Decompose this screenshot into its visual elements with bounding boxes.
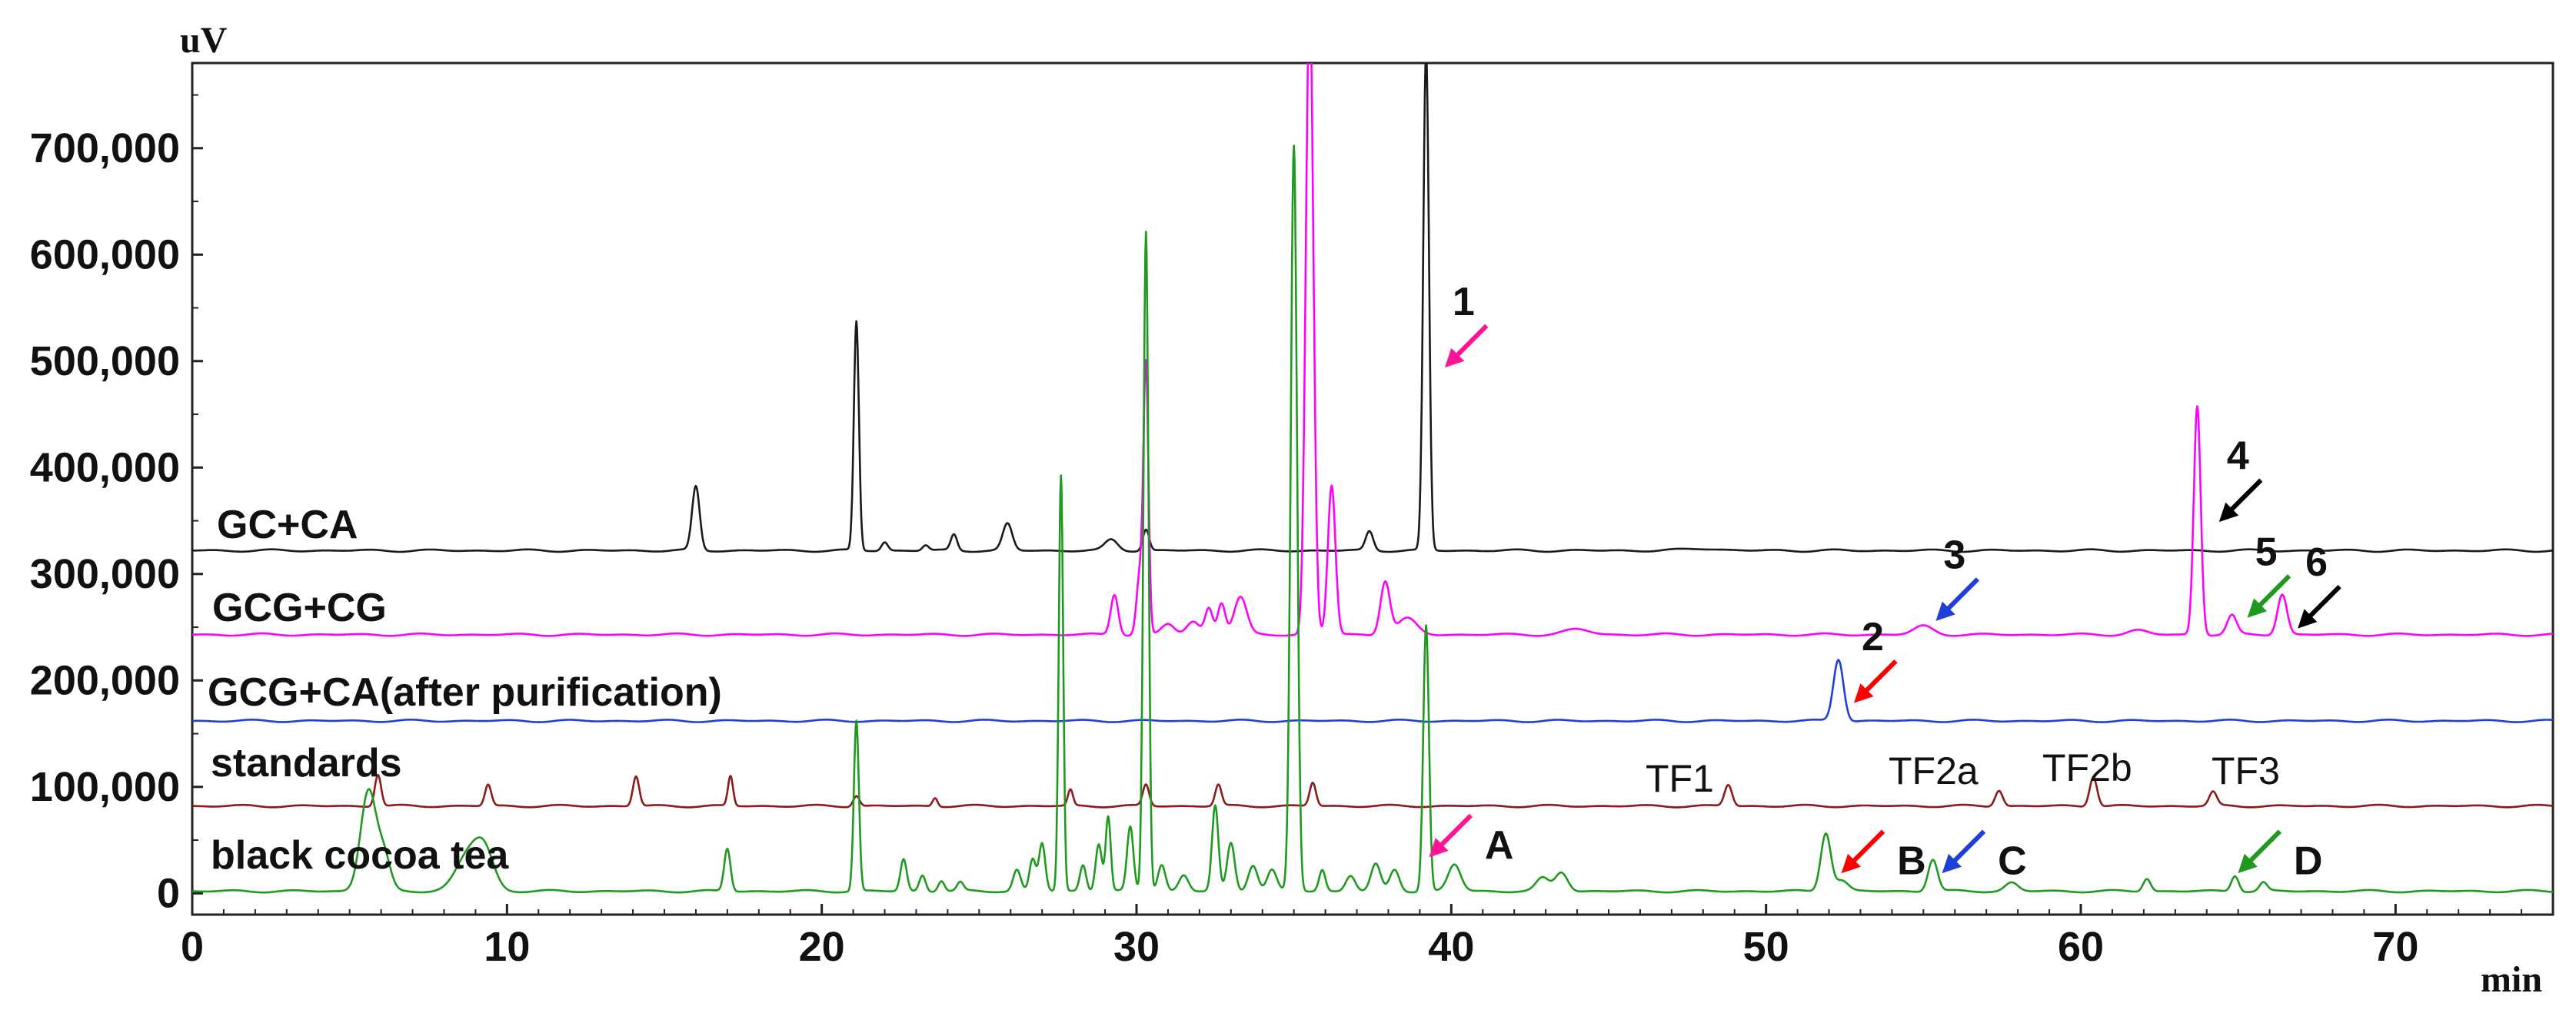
annotation-arrow — [1841, 829, 1885, 874]
trace-labels: GC+CA GCG+CG GCG+CA(after purification) … — [208, 503, 722, 878]
x-tick-label: 70 — [2372, 924, 2418, 970]
x-tick-label: 0 — [181, 924, 204, 970]
annotation-label: B — [1897, 839, 1926, 884]
x-tick-label: 40 — [1428, 924, 1474, 970]
std-label-tf1: TF1 — [1646, 757, 1714, 800]
trace-label-black-cocoa-tea: black cocoa tea — [211, 833, 509, 878]
x-tick-label: 10 — [484, 924, 530, 970]
y-tick-label: 200,000 — [30, 657, 180, 703]
x-tick-label: 50 — [1743, 924, 1789, 970]
x-tick-label: 20 — [799, 924, 845, 970]
annotation-arrow — [1429, 813, 1473, 858]
annotation-label: 6 — [2305, 540, 2328, 585]
trace-line — [192, 63, 2553, 553]
x-tick-label: 30 — [1113, 924, 1160, 970]
x-axis-unit-label: min — [2481, 959, 2542, 1000]
y-tick-label: 500,000 — [30, 338, 180, 384]
annotation-arrow — [2238, 829, 2281, 874]
y-axis-unit-label: uV — [180, 20, 228, 61]
trace-label-gcg-cg: GCG+CG — [212, 586, 387, 630]
trace-line — [192, 773, 2553, 809]
trace-label-gcg-ca: GCG+CA(after purification) — [208, 670, 722, 715]
std-label-tf3: TF3 — [2212, 749, 2280, 792]
y-tick-label: 700,000 — [30, 125, 180, 171]
annotation-arrow — [1853, 659, 1898, 703]
y-tick-label: 0 — [157, 870, 180, 916]
annotation-arrow — [2298, 585, 2341, 629]
chromatogram-traces — [192, 63, 2553, 894]
y-axis: 0 100,000 200,000 300,000 400,000 500,000 600,… — [30, 94, 203, 916]
annotation-label: 4 — [2227, 434, 2249, 479]
annotation-label: A — [1485, 823, 1514, 868]
trace-line — [192, 659, 2553, 723]
std-label-tf2b: TF2b — [2042, 746, 2132, 789]
annotation-label: C — [1998, 839, 2027, 884]
annotation-arrow — [1942, 829, 1986, 874]
y-tick-label: 100,000 — [30, 764, 180, 810]
annotation-label: D — [2294, 839, 2323, 884]
trace-line — [192, 144, 2553, 894]
annotation-arrow — [2218, 478, 2263, 523]
standard-labels: TF1 TF2a TF2b TF3 — [1646, 746, 2280, 800]
trace-line — [192, 63, 2553, 637]
x-tick-label: 60 — [2058, 924, 2104, 970]
std-label-tf2a: TF2a — [1889, 749, 1979, 792]
trace-label-gc-ca: GC+CA — [217, 503, 358, 547]
trace-label-standards: standards — [211, 741, 402, 786]
annotation-arrow — [2247, 574, 2291, 618]
x-axis: 0 10 20 30 40 50 60 70 — [181, 904, 2523, 970]
annotation-label: 5 — [2255, 530, 2278, 574]
y-tick-label: 400,000 — [30, 444, 180, 490]
annotation-label: 2 — [1862, 615, 1884, 659]
plot-frame — [191, 61, 2554, 916]
annotation-label: 1 — [1453, 280, 1475, 324]
y-tick-label: 300,000 — [30, 551, 180, 597]
y-tick-label: 600,000 — [30, 231, 180, 277]
annotation-arrow — [1444, 324, 1489, 368]
annotation-arrow — [1935, 577, 1980, 621]
peak-annotations: 1 2 3 4 5 6 A B C D — [1429, 280, 2341, 884]
annotation-label: 3 — [1943, 533, 1965, 577]
